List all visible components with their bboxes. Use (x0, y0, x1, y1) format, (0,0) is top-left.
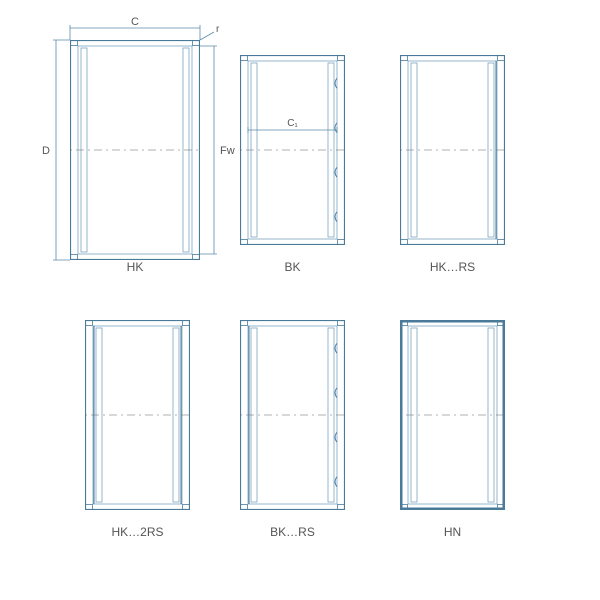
svg-text:D: D (42, 145, 50, 157)
label-bk_rs: BK…RS (240, 525, 345, 539)
bearing-bk_rs (240, 320, 345, 510)
label-hk: HK (70, 260, 200, 274)
svg-text:C: C (131, 16, 139, 28)
bearing-hn (400, 320, 505, 510)
bearing-bk: C₁ (240, 55, 345, 245)
label-hk_rs: HK…RS (400, 260, 505, 274)
bearing-hk_2rs (85, 320, 190, 510)
label-bk: BK (240, 260, 345, 274)
bearing-hk_rs (400, 55, 505, 245)
svg-text:r: r (216, 24, 220, 35)
label-hn: HN (400, 525, 505, 539)
diagram-canvas: Cr D Fw HK C₁ BK HK…RS HK…2RS BK…RS HN (0, 0, 600, 600)
svg-text:Fw: Fw (220, 145, 235, 157)
svg-text:C₁: C₁ (287, 118, 298, 129)
label-hk_2rs: HK…2RS (85, 525, 190, 539)
